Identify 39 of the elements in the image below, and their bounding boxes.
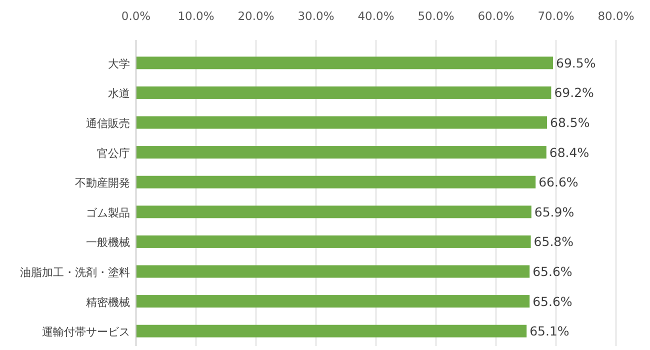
x-tick-label: 30.0% <box>298 9 334 23</box>
y-tick-label: 油脂加工・洗剤・塗料 <box>20 266 130 279</box>
y-tick-label: 不動産開発 <box>75 176 130 190</box>
bar <box>136 176 536 188</box>
x-tick-label: 40.0% <box>358 9 394 23</box>
data-label: 66.6% <box>538 174 578 190</box>
bar <box>136 235 531 248</box>
y-tick-label: 精密機械 <box>86 296 130 309</box>
bar <box>136 146 546 159</box>
bar <box>136 324 527 338</box>
x-tick-label: 50.0% <box>418 9 454 23</box>
y-tick-label: 水道 <box>108 87 130 100</box>
y-tick-label: 一般機械 <box>86 236 130 250</box>
data-label: 65.1% <box>530 324 570 339</box>
data-label: 69.5% <box>556 55 596 70</box>
y-tick-label: 官公庁 <box>97 146 130 160</box>
x-tick-label: 0.0% <box>121 9 151 23</box>
data-label: 68.5% <box>550 115 590 130</box>
x-tick-label: 20.0% <box>238 9 274 23</box>
y-tick-label: ゴム製品 <box>86 206 130 220</box>
x-tick-label: 70.0% <box>538 9 574 23</box>
x-tick-label: 80.0% <box>598 9 634 23</box>
data-label: 69.2% <box>554 85 594 100</box>
bar <box>136 295 530 308</box>
y-tick-label: 運輸付帯サービス <box>42 326 130 339</box>
bar <box>136 265 530 278</box>
bar <box>136 86 552 99</box>
data-label: 68.4% <box>549 144 590 160</box>
x-tick-label: 60.0% <box>478 9 514 23</box>
x-tick-label: 10.0% <box>178 9 214 23</box>
data-label: 65.6% <box>532 264 572 279</box>
bar <box>136 206 532 218</box>
data-label: 65.8% <box>534 234 574 250</box>
data-label: 65.6% <box>532 294 572 309</box>
data-label: 65.9% <box>534 204 574 220</box>
bar <box>136 56 553 70</box>
y-tick-label: 大学 <box>108 57 130 70</box>
y-tick-label: 通信販売 <box>86 117 130 130</box>
bar <box>136 116 547 129</box>
